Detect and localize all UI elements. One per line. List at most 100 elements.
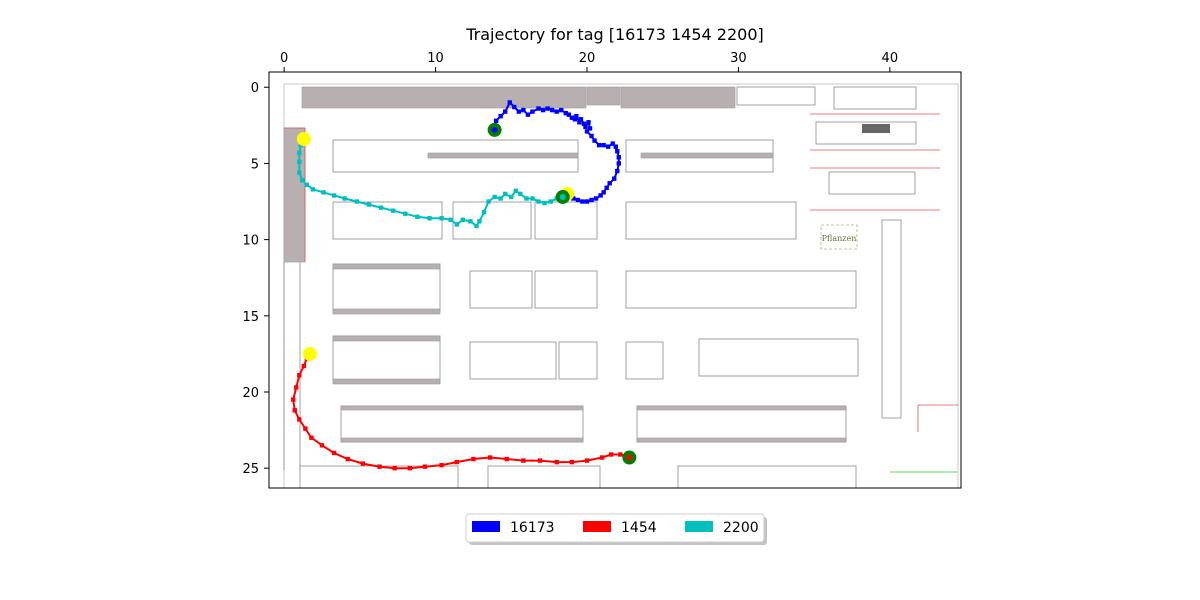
legend: 16173 1454 2200 <box>465 513 767 545</box>
series-2200-point <box>342 196 347 201</box>
series-1454-point <box>487 455 493 460</box>
x-tick-label: 40 <box>882 51 899 66</box>
floorplan-shelf <box>332 263 441 270</box>
x-tick-label: 0 <box>280 51 288 66</box>
series-1454-point <box>297 373 302 378</box>
series-2200-point <box>331 193 337 198</box>
series-16173-point <box>493 118 499 123</box>
floorplan-shelf <box>332 308 441 315</box>
series-16173-point <box>563 110 568 116</box>
series-16173-point <box>589 133 594 139</box>
series-1454-point <box>554 459 559 465</box>
floorplan-shelf <box>640 152 774 159</box>
series-1454-point <box>345 456 350 462</box>
plot-area-frame <box>268 71 962 489</box>
series-16173-point <box>575 197 581 203</box>
series-16173-point <box>613 144 618 149</box>
series-2200-point <box>513 188 519 194</box>
series-16173-point <box>587 126 593 131</box>
series-16173-point <box>610 141 615 146</box>
series-16173-point <box>577 120 582 125</box>
floorplan-background: Pflanzen <box>283 83 959 488</box>
series-1454-point <box>319 443 325 448</box>
legend-swatch-2200 <box>685 521 713 532</box>
floorplan-shelf <box>469 341 557 380</box>
series-2200-point <box>304 182 310 187</box>
floorplan-shelf <box>340 405 584 411</box>
series-16173-point <box>572 117 578 122</box>
x-tick-label: 20 <box>579 51 596 66</box>
series-16173-point <box>566 112 572 117</box>
series-16173-point <box>571 196 576 201</box>
legend-swatch-16173 <box>472 521 500 532</box>
series-16173-point <box>536 106 541 111</box>
series-16173-point <box>616 161 621 166</box>
series-2200-point <box>321 190 326 195</box>
series-16173-point <box>574 113 579 119</box>
y-tick-label: 20 <box>242 386 259 401</box>
series-16173-point <box>604 185 609 191</box>
floorplan-top-shelf <box>586 86 621 106</box>
series-1454-end-marker <box>302 346 317 361</box>
floorplan-shelf <box>636 405 847 411</box>
series-16173-point <box>545 106 550 111</box>
series-2200-point <box>518 191 523 197</box>
series-2200-point <box>492 194 497 200</box>
series-16173-point <box>601 190 606 195</box>
floorplan-checkout <box>862 124 890 133</box>
series-2200-point <box>366 202 372 207</box>
series-2200-point <box>524 196 529 201</box>
series-2200-point <box>481 209 487 215</box>
floorplan-checkout <box>815 121 917 145</box>
floorplan-shelf <box>677 465 857 488</box>
series-1454 <box>291 351 631 471</box>
series-2200-point <box>503 191 508 197</box>
series-2200-point <box>454 222 459 227</box>
start-end-markers <box>296 122 637 465</box>
series-1454-point <box>360 461 366 466</box>
series-16173-point <box>559 107 564 113</box>
y-tick-label: 10 <box>242 234 259 249</box>
floorplan-shelf <box>625 341 664 380</box>
floorplan-shelf <box>636 437 847 443</box>
series-1454-point <box>569 459 575 465</box>
y-tick-label: 0 <box>251 81 259 96</box>
series-1454-point <box>297 417 302 422</box>
floorplan-top-shelf <box>301 86 587 109</box>
series-2200-point <box>439 216 444 221</box>
series-16173-point <box>583 124 588 130</box>
series-16173-point <box>549 107 555 113</box>
series-16173-point <box>503 109 508 114</box>
series-2200-point <box>297 159 302 165</box>
y-tick-label: 25 <box>242 462 259 477</box>
series-16173-point <box>586 120 591 125</box>
series-1454-point <box>301 363 307 369</box>
series-1454-point <box>392 465 397 471</box>
floorplan-checkout <box>828 171 916 195</box>
series-16173-point <box>596 142 602 148</box>
series-2200-point <box>448 217 453 223</box>
trajectory-series <box>291 100 631 471</box>
series-16173-start-marker-dot <box>491 126 498 133</box>
series-16173-point <box>584 199 590 204</box>
series-2200-point <box>403 211 408 216</box>
series-2200-end-marker <box>296 132 311 147</box>
series-1454-start-marker-dot <box>626 454 633 461</box>
series-1454-point <box>422 464 428 469</box>
series-16173-point <box>607 181 612 186</box>
floorplan-checkout <box>833 86 917 110</box>
floorplan-shelf <box>469 270 533 309</box>
legend-swatch-1454 <box>583 521 611 532</box>
floorplan-shelf <box>881 219 902 419</box>
series-1454-point <box>309 435 314 440</box>
series-16173-point <box>615 149 620 154</box>
series-2200-point <box>310 187 316 192</box>
series-1454-point <box>377 464 382 469</box>
series-2200-point <box>486 199 491 204</box>
legend-label-2200: 2200 <box>723 520 759 536</box>
floorplan-shelf <box>487 465 601 488</box>
series-2200-point <box>390 208 396 213</box>
series-2200-line <box>298 137 562 228</box>
floorplan-plants-label: Pflanzen <box>822 234 857 243</box>
floorplan-shelf <box>427 152 579 159</box>
